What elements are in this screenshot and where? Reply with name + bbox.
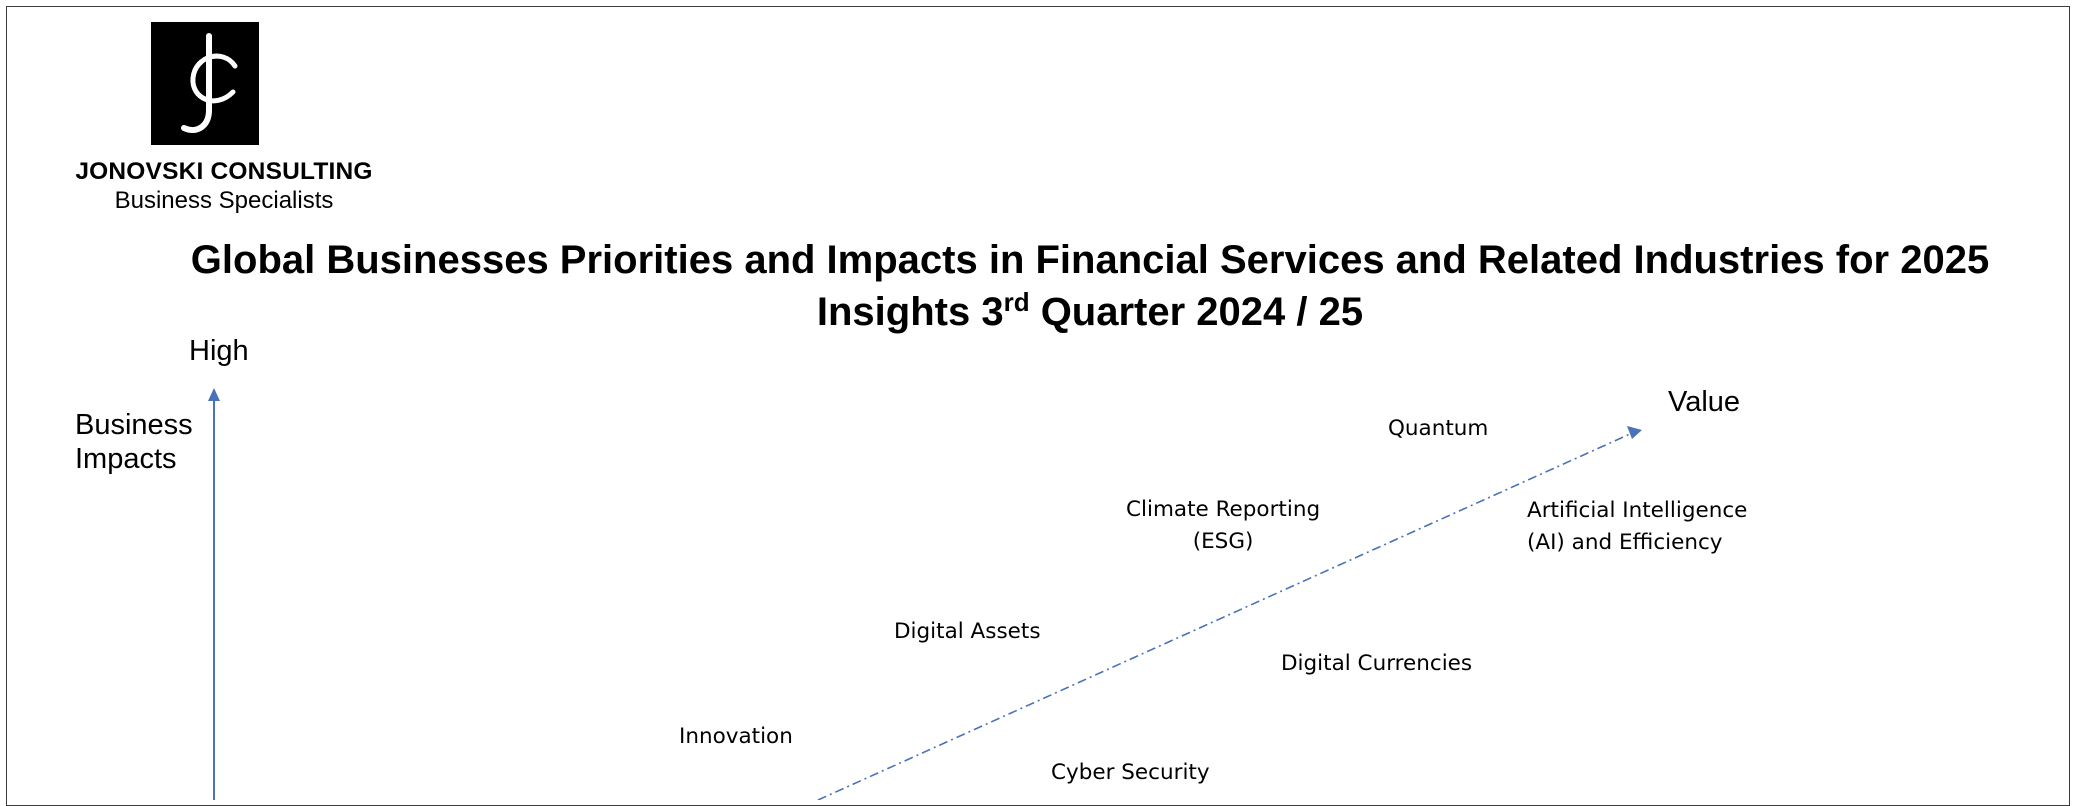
company-name: JONOVSKI CONSULTING	[75, 158, 373, 185]
diagonal-value-label: Value	[1668, 386, 1741, 418]
y-axis-label-line2: Impacts	[75, 443, 177, 475]
jc-monogram-logo-icon	[151, 22, 259, 145]
item-digital-currencies: Digital Currencies	[1281, 651, 1473, 676]
subtitle-prefix: Insights 3	[816, 290, 1004, 334]
item-cyber-security: Cyber Security	[1051, 760, 1210, 785]
item-artificial-intelligence: Artificial Intelligence (AI) and Efficie…	[1527, 498, 1748, 555]
y-axis-label: Business Impacts	[75, 408, 193, 476]
subtitle-superscript: rd	[1003, 287, 1030, 317]
logo-monogram	[181, 33, 238, 133]
item-climate-reporting: Climate Reporting (ESG)	[1126, 497, 1321, 554]
diagram-title: Global Businesses Priorities and Impacts…	[190, 238, 1990, 282]
subtitle-suffix: Quarter 2024 / 25	[1029, 290, 1364, 334]
diagram-subtitle: Insights 3rd Quarter 2024 / 25	[150, 287, 2030, 335]
y-axis-label-line1: Business	[75, 409, 193, 441]
y-axis-high-label: High	[189, 335, 249, 367]
value-diagonal-arrow	[817, 426, 1642, 800]
item-quantum: Quantum	[1388, 416, 1489, 441]
y-axis-arrow	[208, 388, 220, 800]
item-innovation: Innovation	[679, 724, 793, 749]
item-digital-assets: Digital Assets	[894, 619, 1041, 644]
company-tagline: Business Specialists	[114, 187, 334, 214]
